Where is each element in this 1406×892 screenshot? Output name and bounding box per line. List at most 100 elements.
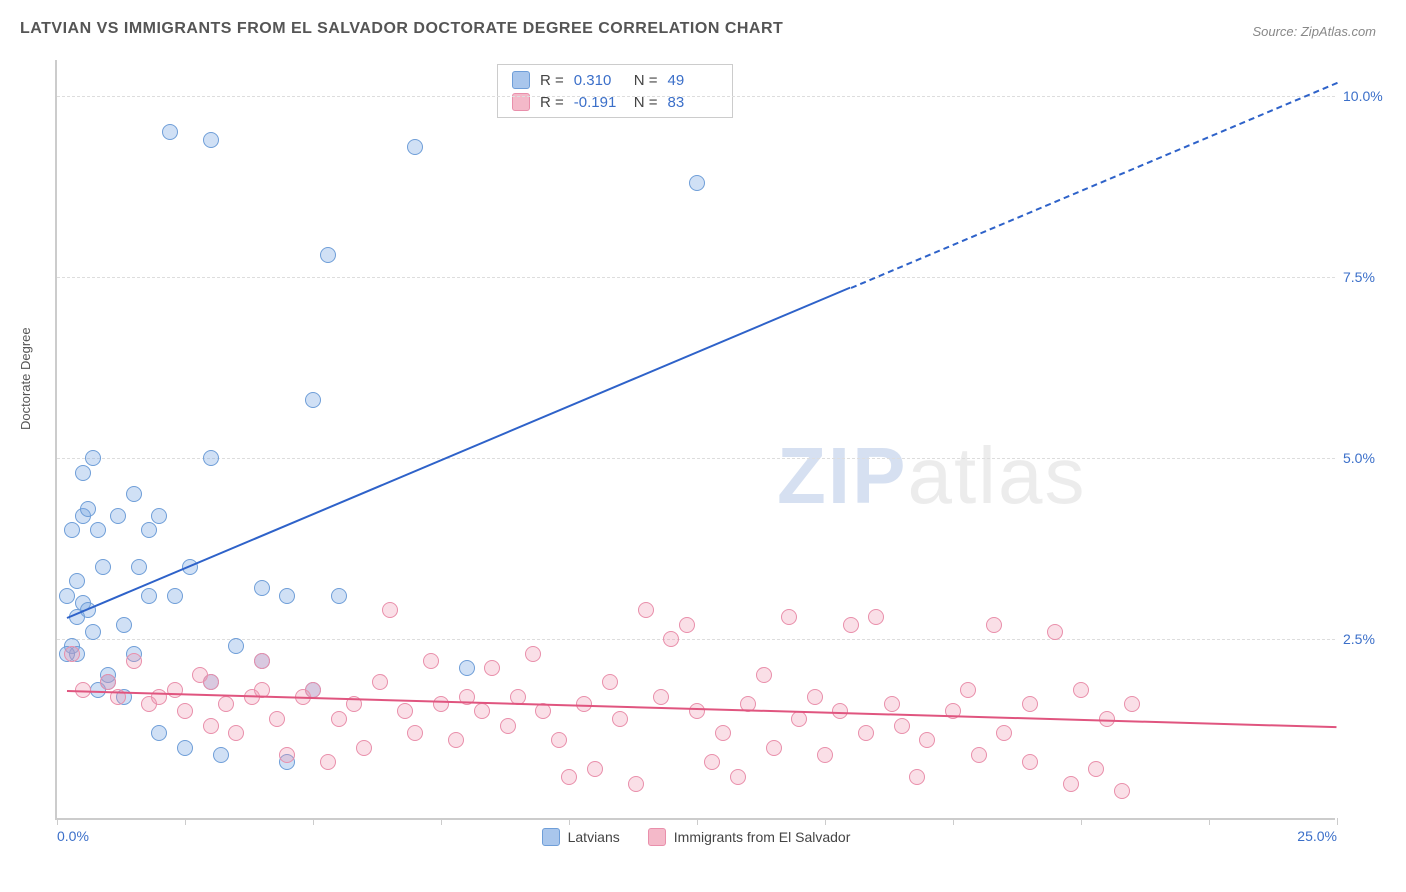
n-label: N =	[634, 72, 658, 89]
x-tick	[57, 818, 58, 825]
data-point	[382, 602, 398, 618]
data-point	[689, 703, 705, 719]
data-point	[177, 703, 193, 719]
gridline	[57, 96, 1335, 97]
data-point	[602, 674, 618, 690]
gridline	[57, 458, 1335, 459]
data-point	[638, 602, 654, 618]
data-point	[228, 638, 244, 654]
data-point	[704, 754, 720, 770]
data-point	[919, 732, 935, 748]
legend-item: Latvians	[542, 828, 620, 846]
data-point	[85, 450, 101, 466]
data-point	[986, 617, 1002, 633]
data-point	[448, 732, 464, 748]
chart-title: LATVIAN VS IMMIGRANTS FROM EL SALVADOR D…	[20, 20, 783, 38]
data-point	[1047, 624, 1063, 640]
data-point	[909, 769, 925, 785]
data-point	[162, 124, 178, 140]
source-attribution: Source: ZipAtlas.com	[1252, 24, 1376, 39]
x-tick	[1081, 818, 1082, 825]
y-tick-label: 7.5%	[1343, 269, 1395, 285]
data-point	[715, 725, 731, 741]
x-tick-label: 25.0%	[1297, 828, 1337, 844]
data-point	[817, 747, 833, 763]
x-tick	[185, 818, 186, 825]
data-point	[110, 508, 126, 524]
data-point	[228, 725, 244, 741]
data-point	[64, 646, 80, 662]
gridline	[57, 277, 1335, 278]
data-point	[612, 711, 628, 727]
data-point	[1022, 754, 1038, 770]
data-point	[320, 247, 336, 263]
data-point	[151, 725, 167, 741]
y-tick-label: 5.0%	[1343, 450, 1395, 466]
data-point	[807, 689, 823, 705]
data-point	[459, 660, 475, 676]
correlation-info-box: R =0.310N =49R =-0.191N =83	[497, 64, 733, 118]
data-point	[203, 674, 219, 690]
trend-line	[67, 287, 851, 619]
data-point	[177, 740, 193, 756]
data-point	[203, 450, 219, 466]
data-point	[756, 667, 772, 683]
watermark: ZIPatlas	[777, 430, 1086, 522]
data-point	[254, 653, 270, 669]
data-point	[100, 674, 116, 690]
data-point	[766, 740, 782, 756]
x-tick	[441, 818, 442, 825]
data-point	[884, 696, 900, 712]
data-point	[397, 703, 413, 719]
data-point	[561, 769, 577, 785]
x-tick	[313, 818, 314, 825]
data-point	[167, 588, 183, 604]
data-point	[433, 696, 449, 712]
data-point	[269, 711, 285, 727]
data-point	[1022, 696, 1038, 712]
data-point	[126, 486, 142, 502]
series-legend: LatviansImmigrants from El Salvador	[57, 828, 1335, 846]
data-point	[500, 718, 516, 734]
legend-label: Latvians	[568, 829, 620, 845]
data-point	[75, 465, 91, 481]
data-point	[551, 732, 567, 748]
data-point	[653, 689, 669, 705]
data-point	[535, 703, 551, 719]
gridline	[57, 639, 1335, 640]
data-point	[203, 132, 219, 148]
data-point	[894, 718, 910, 734]
data-point	[1124, 696, 1140, 712]
data-point	[868, 609, 884, 625]
data-point	[858, 725, 874, 741]
x-tick	[953, 818, 954, 825]
series-swatch	[512, 71, 530, 89]
info-row: R =-0.191N =83	[512, 91, 718, 113]
data-point	[423, 653, 439, 669]
data-point	[167, 682, 183, 698]
data-point	[141, 588, 157, 604]
x-tick	[569, 818, 570, 825]
data-point	[64, 522, 80, 538]
data-point	[356, 740, 372, 756]
data-point	[960, 682, 976, 698]
data-point	[90, 522, 106, 538]
data-point	[372, 674, 388, 690]
data-point	[305, 392, 321, 408]
data-point	[484, 660, 500, 676]
data-point	[1114, 783, 1130, 799]
trend-line	[67, 690, 1337, 728]
data-point	[116, 617, 132, 633]
n-value: 49	[668, 72, 718, 89]
data-point	[663, 631, 679, 647]
data-point	[996, 725, 1012, 741]
data-point	[474, 703, 490, 719]
x-tick-label: 0.0%	[57, 828, 89, 844]
x-tick	[1337, 818, 1338, 825]
x-tick	[825, 818, 826, 825]
r-label: R =	[540, 72, 564, 89]
data-point	[331, 711, 347, 727]
data-point	[628, 776, 644, 792]
data-point	[730, 769, 746, 785]
data-point	[1063, 776, 1079, 792]
